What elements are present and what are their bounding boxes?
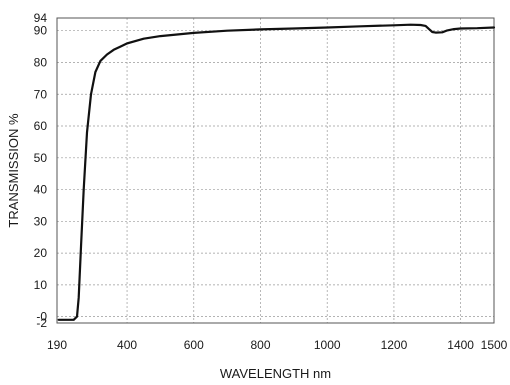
x-tick-label: 600 xyxy=(184,338,204,352)
series-line xyxy=(57,23,496,321)
x-tick-label: 1500 xyxy=(481,338,508,352)
x-tick-label: 1000 xyxy=(314,338,341,352)
plot-frame xyxy=(56,17,495,324)
grid xyxy=(57,17,494,324)
y-tick-label: 90 xyxy=(34,24,48,38)
y-axis-label: TRANSMISSION % xyxy=(6,113,21,228)
y-tick-label: -0 xyxy=(36,310,47,324)
y-tick-label: 10 xyxy=(34,278,48,292)
x-tick-label: 190 xyxy=(47,338,67,352)
x-tick-label: 800 xyxy=(250,338,270,352)
y-tick-label: 94 xyxy=(34,11,48,25)
y-tick-label: 20 xyxy=(34,246,48,260)
x-tick-label: 400 xyxy=(117,338,137,352)
y-tick-label: 30 xyxy=(34,214,48,228)
y-tick-label: 40 xyxy=(34,183,48,197)
y-tick-label: -2 xyxy=(36,316,47,330)
x-tick-label: 1400 xyxy=(447,338,474,352)
x-tick-label: 1200 xyxy=(381,338,408,352)
y-tick-label: 50 xyxy=(34,151,48,165)
x-axis-ticks: 190 400 600 800 1000 1200 1400 1500 xyxy=(47,338,508,352)
x-axis-label: WAVELENGTH nm xyxy=(220,366,331,381)
series-lines xyxy=(57,23,496,321)
y-tick-label: 60 xyxy=(34,119,48,133)
y-tick-label: 70 xyxy=(34,87,48,101)
y-tick-label: 80 xyxy=(34,55,48,69)
